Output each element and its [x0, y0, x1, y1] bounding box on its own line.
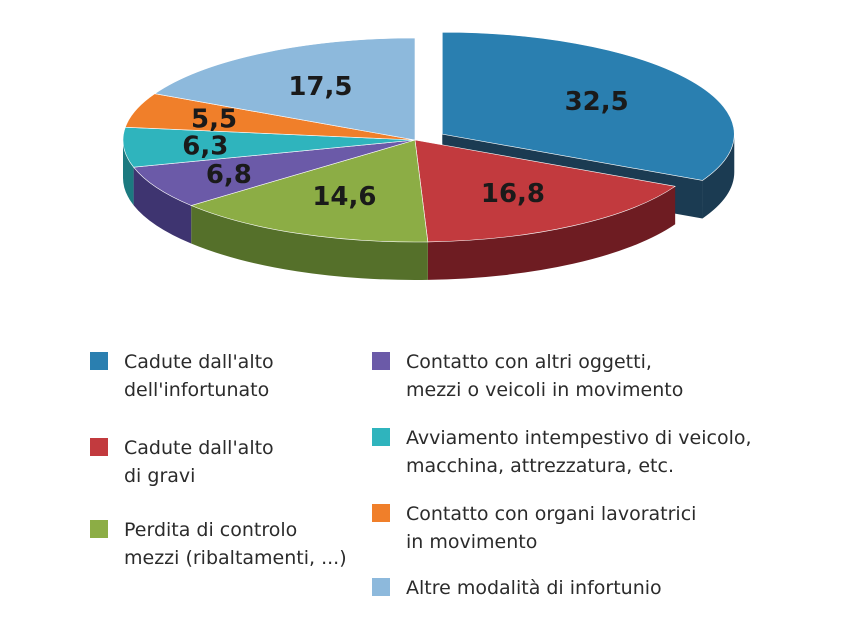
slice-side-4 — [123, 140, 134, 206]
slice-value-label: 6,8 — [206, 160, 252, 190]
slice-top-1 — [414, 139, 676, 243]
legend-label: Perdita di controlo mezzi (ribaltamenti,… — [124, 519, 347, 569]
slice-top-3 — [133, 139, 416, 206]
legend-swatch — [372, 428, 390, 446]
legend-swatch — [372, 504, 390, 522]
legend-label: Contatto con altri oggetti, mezzi o veic… — [406, 351, 684, 401]
slice-top-2 — [190, 139, 429, 243]
legend-swatch — [90, 438, 108, 456]
slice-value-label: 6,3 — [182, 131, 228, 161]
slice-value-label: 32,5 — [565, 87, 629, 117]
legend-swatch — [372, 578, 390, 596]
slice-side-3 — [133, 167, 192, 244]
legend-item-cadute-alto-gravi: Cadute dall'alto di gravi — [90, 434, 274, 490]
legend-label: Contatto con organi lavoratrici in movim… — [406, 503, 697, 553]
slice-top-4 — [122, 126, 416, 168]
slice-top-6 — [154, 37, 416, 141]
slice-side-1 — [427, 186, 676, 280]
slice-value-label: 14,6 — [312, 182, 376, 212]
legend-item-contatto-organi: Contatto con organi lavoratrici in movim… — [372, 500, 696, 556]
legend-label: Avviamento intempestivo di veicolo, macc… — [406, 427, 752, 477]
slice-side-0 — [702, 134, 735, 219]
legend-item-avviamento-intempestivo: Avviamento intempestivo di veicolo, macc… — [372, 424, 752, 480]
slice-value-label: 16,8 — [481, 179, 545, 209]
legend-item-perdita-controlo: Perdita di controlo mezzi (ribaltamenti,… — [90, 516, 347, 572]
legend-item-altre-modalita: Altre modalità di infortunio — [372, 574, 662, 602]
slice-top-0 — [441, 31, 735, 181]
pie-chart: 32,5 16,8 14,6 6,86,35,5 17,5 — [122, 31, 735, 280]
legend-label: Cadute dall'alto dell'infortunato — [124, 351, 274, 401]
legend-swatch — [90, 520, 108, 538]
legend-item-contatto-oggetti: Contatto con altri oggetti, mezzi o veic… — [372, 348, 683, 404]
slice-value-label: 17,5 — [288, 72, 352, 102]
slice-value-label: 5,5 — [191, 104, 237, 134]
legend-item-cadute-alto-infortunato: Cadute dall'alto dell'infortunato — [90, 348, 274, 404]
legend-swatch — [90, 352, 108, 370]
slice-side-2 — [191, 205, 428, 280]
legend-swatch — [372, 352, 390, 370]
legend-label: Cadute dall'alto di gravi — [124, 437, 274, 487]
legend-label: Altre modalità di infortunio — [406, 577, 662, 599]
